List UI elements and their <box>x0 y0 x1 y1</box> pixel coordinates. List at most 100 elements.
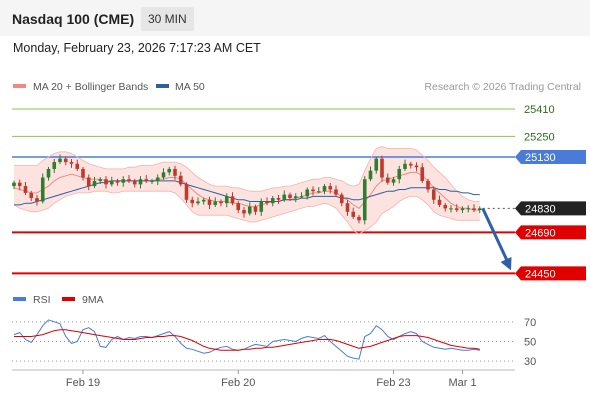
candle-body <box>443 204 448 209</box>
candle <box>92 176 97 189</box>
candle-body <box>247 206 252 214</box>
candle-body <box>288 194 292 199</box>
candle <box>161 168 166 180</box>
price-levels <box>12 108 515 275</box>
candle-body <box>224 196 229 204</box>
candle <box>12 180 16 190</box>
candle <box>420 163 425 183</box>
x-tick-label: Feb 23 <box>376 377 410 389</box>
candle-body <box>230 196 235 204</box>
candle-body <box>426 180 430 190</box>
candle <box>144 175 149 183</box>
legend-rsi-ma-label: 9MA <box>82 294 104 306</box>
legend-bollinger-label: MA 20 + Bollinger Bands <box>33 81 148 93</box>
candle-body <box>449 208 453 210</box>
moving-averages <box>13 146 480 235</box>
candle-body <box>466 208 471 210</box>
candle <box>408 161 413 169</box>
candle <box>138 176 143 189</box>
candle-body <box>380 158 384 178</box>
candle <box>247 202 252 216</box>
candle <box>69 159 74 168</box>
x-axis: Feb 19 Feb 20 Feb 23 Mar 1 <box>66 370 477 389</box>
candle-body <box>132 180 137 185</box>
candle <box>351 207 356 219</box>
candle-body <box>12 182 16 187</box>
level-label: 24450 <box>525 268 556 280</box>
candle-body <box>52 162 57 169</box>
candle <box>150 178 154 185</box>
candle-body <box>316 191 321 193</box>
candle <box>46 166 51 181</box>
ma50-line <box>14 180 480 206</box>
candle <box>328 182 333 194</box>
candle <box>115 178 120 186</box>
candle <box>282 190 287 202</box>
candle <box>17 179 22 191</box>
copyright-notice: Research © 2026 Trading Central <box>424 81 581 93</box>
candle <box>368 166 373 182</box>
candle <box>477 206 482 214</box>
candle <box>201 197 206 205</box>
candle-body <box>178 175 183 185</box>
candle-body <box>17 182 22 187</box>
candle <box>184 182 189 203</box>
candle-body <box>196 201 200 204</box>
timeframe-badge[interactable]: 30 MIN <box>141 7 194 31</box>
candle-body <box>276 198 281 200</box>
candle <box>132 178 137 188</box>
legend-rsi-swatch <box>13 297 26 301</box>
legend-rsi: RSI 9MA <box>13 294 104 306</box>
forecast-arrow-head <box>500 257 512 271</box>
candle <box>311 186 315 196</box>
candle <box>460 206 465 214</box>
level-tag-pivot <box>515 149 586 164</box>
header-bar: Nasdaq 100 (CME) 30 MIN <box>0 0 590 36</box>
candle <box>391 177 396 186</box>
candle <box>173 165 177 180</box>
candle <box>270 196 275 207</box>
candle <box>63 156 68 166</box>
candle-body <box>127 179 131 181</box>
bollinger-upper-line <box>14 146 480 202</box>
candle-body <box>150 180 154 182</box>
candle <box>236 201 241 214</box>
candle-body <box>253 206 258 212</box>
rsi-tick-label: 30 <box>524 356 536 368</box>
candle <box>472 204 476 213</box>
candle <box>345 200 350 216</box>
rsi-panel: 70 50 30 <box>12 317 536 368</box>
level-label: 25250 <box>524 131 555 143</box>
candle <box>224 193 229 208</box>
candle-body <box>75 163 80 169</box>
candle-body <box>173 168 177 176</box>
candle-body <box>161 172 166 178</box>
candle <box>178 171 183 187</box>
candle <box>213 197 218 207</box>
candle-body <box>184 184 189 200</box>
forecast-arrow <box>481 207 512 271</box>
level-label: 24690 <box>525 227 556 239</box>
candle <box>299 192 304 199</box>
candle <box>426 178 430 193</box>
candle-body <box>213 201 218 205</box>
candle-body <box>207 199 212 205</box>
candle <box>466 205 471 213</box>
candle-body <box>477 208 482 211</box>
candle <box>86 174 91 191</box>
candle <box>397 165 402 184</box>
candle-body <box>63 158 68 163</box>
candle-body <box>293 196 298 199</box>
candle <box>403 159 407 171</box>
rsi-line <box>13 319 480 360</box>
candle <box>109 176 114 187</box>
candle-body <box>454 208 459 211</box>
candle-body <box>242 210 246 214</box>
candle <box>437 195 442 207</box>
candle <box>196 197 200 206</box>
candle-body <box>259 201 264 212</box>
forecast-arrow-shaft <box>481 207 509 262</box>
candle-body <box>69 162 74 164</box>
candle-body <box>115 180 120 183</box>
